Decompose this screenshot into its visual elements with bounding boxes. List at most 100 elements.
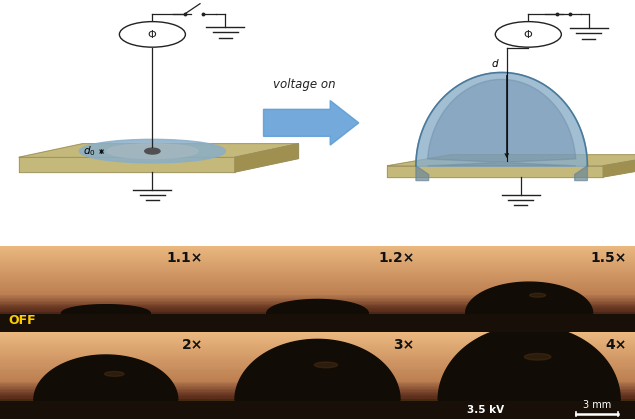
Bar bbox=[0, 307, 211, 308]
Bar bbox=[424, 313, 635, 333]
Bar bbox=[0, 283, 211, 285]
Bar bbox=[424, 379, 635, 380]
Text: OFF: OFF bbox=[8, 314, 36, 327]
Bar bbox=[0, 257, 211, 259]
Bar bbox=[211, 396, 424, 397]
Bar bbox=[424, 279, 635, 281]
Bar bbox=[211, 253, 424, 255]
Bar bbox=[424, 315, 635, 317]
Bar bbox=[211, 394, 424, 396]
Bar bbox=[0, 341, 211, 343]
Bar bbox=[211, 320, 424, 321]
Bar bbox=[424, 262, 635, 263]
Bar bbox=[0, 269, 211, 270]
Text: 4×: 4× bbox=[605, 338, 627, 352]
Bar bbox=[424, 393, 635, 394]
Bar bbox=[424, 370, 635, 371]
Polygon shape bbox=[19, 144, 298, 157]
Bar bbox=[424, 338, 635, 340]
Bar bbox=[211, 305, 424, 307]
Bar bbox=[424, 247, 635, 249]
Bar bbox=[0, 309, 211, 311]
Bar bbox=[211, 374, 424, 376]
Bar bbox=[0, 348, 211, 350]
Bar bbox=[211, 409, 424, 410]
Bar bbox=[424, 366, 635, 367]
Bar bbox=[211, 313, 424, 333]
Bar bbox=[0, 334, 211, 335]
Bar bbox=[424, 369, 635, 370]
Bar bbox=[424, 387, 635, 389]
Bar bbox=[424, 356, 635, 357]
Bar bbox=[424, 412, 635, 413]
Bar bbox=[211, 341, 424, 343]
Bar bbox=[211, 308, 424, 309]
Bar bbox=[0, 418, 211, 419]
Polygon shape bbox=[62, 304, 150, 313]
Bar bbox=[0, 374, 211, 376]
Bar bbox=[211, 400, 424, 419]
Bar bbox=[424, 337, 635, 338]
Bar bbox=[211, 371, 424, 373]
Bar bbox=[0, 253, 211, 255]
Bar bbox=[211, 415, 424, 416]
Polygon shape bbox=[438, 326, 620, 400]
Bar bbox=[0, 308, 211, 309]
Bar bbox=[211, 363, 424, 364]
Bar bbox=[211, 350, 424, 351]
Bar bbox=[0, 400, 211, 402]
Bar bbox=[424, 252, 635, 253]
Bar bbox=[211, 390, 424, 392]
Bar bbox=[211, 282, 424, 283]
Bar bbox=[0, 301, 211, 302]
Bar bbox=[211, 354, 424, 356]
Text: 3 mm: 3 mm bbox=[583, 399, 611, 409]
Bar bbox=[211, 361, 424, 363]
Bar bbox=[424, 354, 635, 356]
Bar bbox=[211, 322, 424, 324]
Bar bbox=[424, 320, 635, 321]
Bar bbox=[211, 327, 424, 328]
Bar bbox=[0, 331, 211, 333]
Bar bbox=[0, 360, 211, 361]
Bar bbox=[211, 272, 424, 273]
Bar bbox=[0, 399, 211, 400]
Bar bbox=[211, 400, 424, 402]
Bar bbox=[0, 397, 211, 399]
Bar bbox=[211, 356, 424, 357]
Bar bbox=[424, 253, 635, 255]
Bar bbox=[0, 379, 211, 380]
Bar bbox=[424, 343, 635, 344]
Bar bbox=[211, 263, 424, 265]
Bar bbox=[424, 358, 635, 360]
Bar bbox=[211, 413, 424, 415]
Bar bbox=[424, 350, 635, 351]
Bar bbox=[424, 268, 635, 269]
Bar bbox=[211, 406, 424, 407]
Polygon shape bbox=[416, 166, 429, 181]
Bar bbox=[424, 318, 635, 320]
Text: 1.2×: 1.2× bbox=[378, 251, 415, 265]
Bar bbox=[0, 345, 211, 347]
Bar bbox=[211, 399, 424, 400]
Bar bbox=[424, 345, 635, 347]
Bar bbox=[0, 275, 211, 276]
Bar bbox=[211, 288, 424, 289]
Bar bbox=[424, 257, 635, 259]
Bar bbox=[424, 273, 635, 275]
Bar bbox=[0, 371, 211, 373]
Bar bbox=[424, 376, 635, 377]
Bar bbox=[211, 387, 424, 389]
Bar bbox=[424, 305, 635, 307]
Bar bbox=[211, 379, 424, 380]
Bar bbox=[0, 351, 211, 353]
Bar bbox=[211, 397, 424, 399]
Bar bbox=[211, 256, 424, 257]
Bar bbox=[0, 356, 211, 357]
Bar bbox=[0, 315, 211, 317]
Bar bbox=[0, 361, 211, 363]
Bar bbox=[211, 318, 424, 320]
Bar bbox=[0, 327, 211, 328]
Bar bbox=[211, 382, 424, 383]
Bar bbox=[0, 410, 211, 412]
